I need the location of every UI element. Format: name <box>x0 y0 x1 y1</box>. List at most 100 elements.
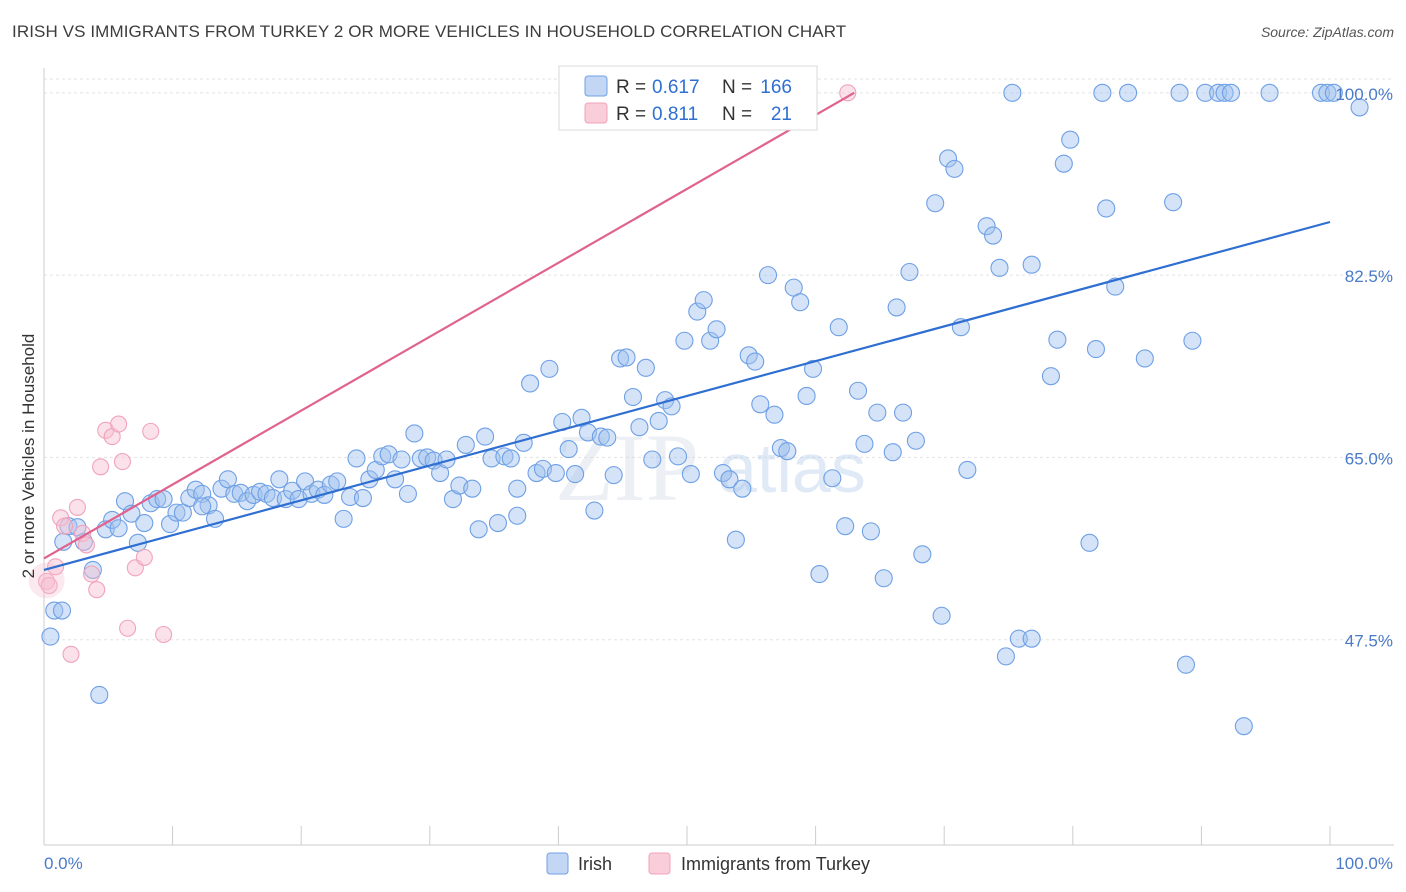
turkey-point <box>110 415 128 433</box>
irish-point <box>604 466 623 485</box>
irish-point <box>521 374 540 393</box>
irish-point <box>848 381 868 400</box>
irish-point <box>990 258 1009 277</box>
irish-point <box>469 520 488 539</box>
irish-point <box>688 302 707 321</box>
turkey-trendline <box>43 91 855 560</box>
irish-point <box>810 565 829 584</box>
irish-point <box>334 509 353 528</box>
irish-point <box>1234 717 1253 736</box>
irish-point <box>1183 331 1202 350</box>
irish-point <box>1170 83 1189 102</box>
irish-point <box>623 387 643 407</box>
irish-point <box>913 545 932 564</box>
chart-title: IRISH VS IMMIGRANTS FROM TURKEY 2 OR MOR… <box>12 22 847 41</box>
irish-point <box>617 348 636 367</box>
irish-point <box>1164 193 1183 212</box>
irish-point <box>1324 83 1343 102</box>
irish-point <box>1009 629 1028 648</box>
turkey-point <box>92 458 110 476</box>
irish-point <box>392 450 411 469</box>
irish-point <box>328 472 347 491</box>
irish-point <box>476 427 495 446</box>
irish-point <box>405 424 424 443</box>
y-tick-label: 100.0% <box>1335 85 1393 104</box>
turkey-point <box>77 536 95 554</box>
irish-point <box>270 470 289 489</box>
irish-point <box>1311 83 1331 102</box>
irish-point <box>591 427 610 446</box>
irish-point <box>263 488 282 508</box>
irish-point <box>1215 83 1234 102</box>
irish-point <box>495 447 514 466</box>
irish-point <box>52 601 72 620</box>
irish-point <box>751 395 770 414</box>
irish-point <box>347 449 366 468</box>
turkey-point <box>68 498 86 516</box>
y-axis-label: 2 or more Vehicles in Household <box>19 334 38 579</box>
legend-turkey-r-value: 0.811 <box>652 104 698 125</box>
legend-turkey-n-label: N = <box>722 104 752 125</box>
turkey-point <box>56 517 74 535</box>
irish-point <box>733 479 752 498</box>
irish-point <box>984 226 1003 245</box>
irish-point <box>90 685 109 704</box>
turkey-point <box>52 509 70 527</box>
irish-point <box>883 443 902 462</box>
legend-turkey-n-value: 21 <box>771 104 792 125</box>
irish-point <box>508 506 527 525</box>
irish-point <box>958 460 977 479</box>
irish-point <box>681 465 700 484</box>
irish-point <box>668 447 688 466</box>
irish-point <box>1176 655 1196 674</box>
irish-point <box>566 465 585 484</box>
turkey-point <box>839 84 857 102</box>
irish-point <box>906 431 925 450</box>
irish-point <box>1196 83 1215 102</box>
irish-point <box>193 497 212 516</box>
irish-point <box>932 606 951 625</box>
irish-point <box>778 442 797 461</box>
irish-point <box>1097 199 1116 218</box>
irish-point <box>540 359 559 378</box>
turkey-point <box>113 453 131 471</box>
irish-point <box>1260 83 1279 102</box>
irish-point <box>701 331 720 350</box>
turkey-point <box>142 422 160 440</box>
irish-point <box>900 262 919 282</box>
irish-point <box>803 359 823 378</box>
irish-point <box>456 435 475 454</box>
turkey-point-cluster <box>28 562 65 599</box>
trendlines <box>43 91 1331 571</box>
irish-point <box>874 569 893 588</box>
legend-irish-n-value: 166 <box>760 77 792 98</box>
legend-turkey-swatch <box>584 102 608 124</box>
legend-irish-n-label: N = <box>722 77 752 98</box>
bottom-legend-turkey-label: Immigrants from Turkey <box>681 854 870 874</box>
source-credit: Source: ZipAtlas.com <box>1260 24 1394 40</box>
irish-point <box>41 627 60 646</box>
irish-point <box>643 450 662 469</box>
irish-point <box>1054 154 1073 173</box>
legend-irish-swatch <box>584 75 608 97</box>
y-tick-label: 82.5% <box>1345 267 1393 286</box>
irish-point <box>1022 629 1041 648</box>
irish-point <box>945 159 964 178</box>
irish-point <box>341 487 360 507</box>
irish-point <box>1080 533 1099 552</box>
irish-point <box>746 352 765 371</box>
irish-point <box>1221 83 1241 102</box>
irish-point <box>868 403 887 422</box>
irish-point <box>611 349 630 368</box>
watermark-atlas: atlas <box>718 429 866 507</box>
legend-box: R = 0.617 N = 166 R = 0.811 N = 21 <box>558 65 818 131</box>
irish-point <box>398 484 417 503</box>
turkey-point <box>88 581 106 599</box>
y-tick-label: 65.0% <box>1345 449 1393 468</box>
irish-point <box>1086 340 1105 359</box>
bottom-legend-turkey-swatch <box>648 852 671 875</box>
bottom-legend: Irish Immigrants from Turkey <box>546 852 870 875</box>
irish-point <box>1318 83 1337 102</box>
bottom-legend-irish-swatch <box>546 852 569 875</box>
turkey-point <box>135 548 153 566</box>
